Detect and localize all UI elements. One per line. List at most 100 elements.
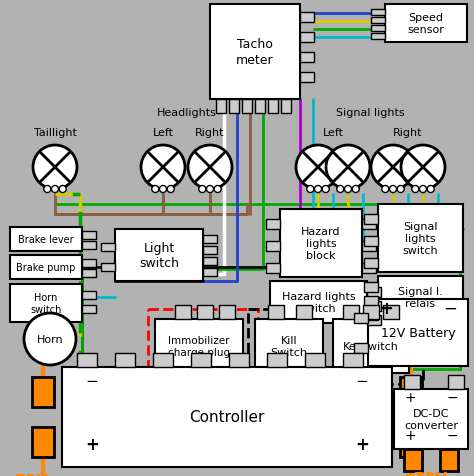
Bar <box>364 215 378 225</box>
Circle shape <box>419 186 427 193</box>
Text: Controller: Controller <box>189 410 264 425</box>
Bar <box>191 353 211 367</box>
Bar <box>10 284 82 322</box>
Bar <box>280 209 362 278</box>
Bar <box>300 33 314 43</box>
Bar <box>10 256 82 279</box>
Bar <box>364 297 378 307</box>
Bar <box>229 100 239 114</box>
Circle shape <box>296 146 340 189</box>
Circle shape <box>24 313 76 365</box>
Text: Headlights: Headlights <box>157 108 217 118</box>
Bar <box>378 205 463 272</box>
Text: Keyswitch: Keyswitch <box>343 341 399 351</box>
Bar <box>266 241 280 251</box>
Circle shape <box>44 186 51 193</box>
Circle shape <box>401 146 445 189</box>
Bar <box>115 229 203 281</box>
Text: −: − <box>356 373 368 388</box>
Text: +: + <box>85 435 99 453</box>
Bar <box>248 309 423 384</box>
Bar <box>362 241 376 251</box>
Bar <box>354 343 368 353</box>
Bar <box>10 228 82 251</box>
Circle shape <box>322 186 329 193</box>
Bar <box>255 319 323 373</box>
Bar <box>394 389 468 449</box>
Bar <box>343 353 363 367</box>
Bar <box>448 375 464 389</box>
Bar <box>305 353 325 367</box>
Bar <box>404 375 420 389</box>
Text: Hazard
lights
block: Hazard lights block <box>301 227 341 260</box>
Circle shape <box>59 186 66 193</box>
Text: DC-DC
converter: DC-DC converter <box>404 408 458 430</box>
Bar <box>82 269 96 278</box>
Text: +: + <box>404 390 416 404</box>
Circle shape <box>397 186 404 193</box>
Bar <box>371 18 385 24</box>
Bar <box>155 319 243 373</box>
Bar <box>300 53 314 63</box>
Bar <box>82 306 96 313</box>
Bar <box>203 247 217 255</box>
Circle shape <box>214 186 221 193</box>
Bar <box>300 13 314 23</box>
Bar <box>153 353 173 367</box>
Bar <box>364 282 378 292</box>
Bar <box>268 306 284 319</box>
Bar <box>266 263 280 273</box>
Circle shape <box>352 186 359 193</box>
Text: −: − <box>446 428 458 442</box>
Text: Speed
sensor: Speed sensor <box>408 13 445 35</box>
Text: 72V: 72V <box>414 471 447 476</box>
Circle shape <box>167 186 174 193</box>
Bar <box>371 10 385 16</box>
Bar <box>333 319 409 373</box>
Bar <box>101 244 115 251</box>
Bar <box>101 263 115 271</box>
Circle shape <box>152 186 159 193</box>
Bar <box>371 34 385 40</box>
Bar <box>404 449 422 471</box>
Bar <box>400 377 422 407</box>
Bar <box>203 258 217 266</box>
Bar <box>363 306 379 319</box>
Circle shape <box>52 186 58 193</box>
Circle shape <box>199 186 206 193</box>
Bar <box>270 281 367 323</box>
Bar <box>32 427 54 457</box>
Bar <box>268 100 278 114</box>
Bar <box>175 306 191 319</box>
Bar <box>371 26 385 32</box>
Text: +: + <box>379 299 393 317</box>
Text: Brake lever: Brake lever <box>18 235 74 245</box>
Bar <box>400 427 422 457</box>
Text: Hazard lights
switch: Hazard lights switch <box>282 292 356 313</box>
Circle shape <box>412 186 419 193</box>
Text: Right: Right <box>393 128 423 138</box>
Bar <box>203 268 217 277</box>
Bar <box>362 219 376 229</box>
Text: Signal lights: Signal lights <box>336 108 404 118</box>
Bar <box>242 100 252 114</box>
Bar <box>343 306 359 319</box>
Circle shape <box>207 186 213 193</box>
Text: +: + <box>355 435 369 453</box>
Bar <box>300 73 314 83</box>
Text: Right: Right <box>195 128 225 138</box>
Bar <box>367 315 381 325</box>
Bar <box>77 353 97 367</box>
Circle shape <box>307 186 314 193</box>
Text: Immobilizer
charge plug: Immobilizer charge plug <box>168 336 230 357</box>
Bar <box>364 310 378 320</box>
Bar <box>364 237 378 247</box>
Bar <box>216 100 226 114</box>
Text: 72V: 72V <box>16 473 48 476</box>
Text: Horn: Horn <box>36 334 64 344</box>
Circle shape <box>141 146 185 189</box>
Bar <box>82 259 96 268</box>
Bar <box>378 277 463 318</box>
Bar <box>354 313 368 323</box>
Bar <box>367 288 381 298</box>
